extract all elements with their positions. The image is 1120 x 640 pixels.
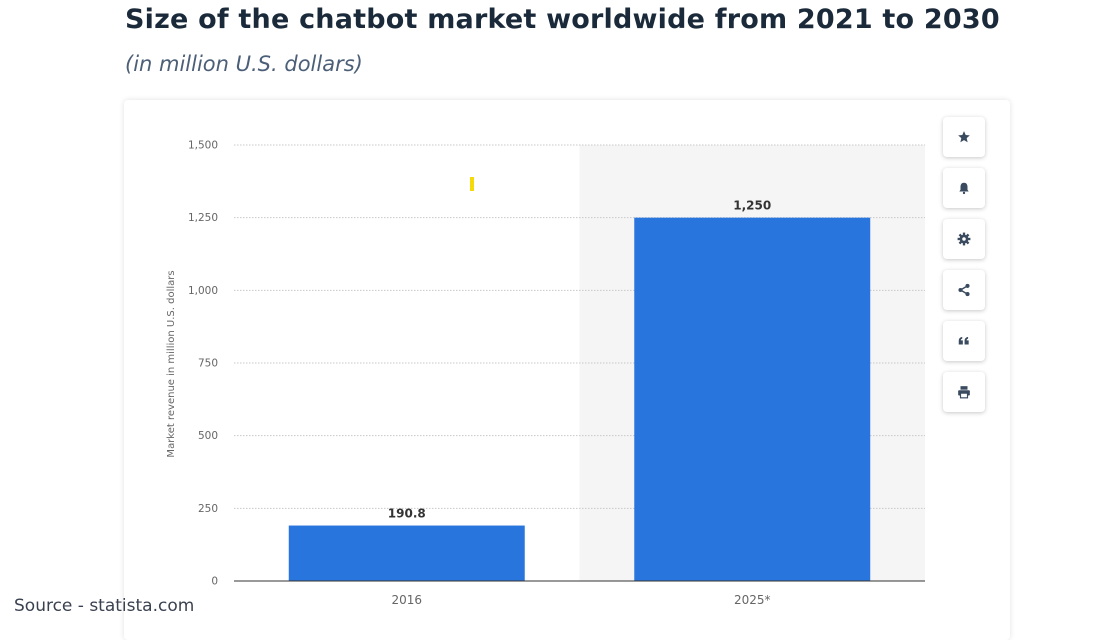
- highlight-marker: [470, 177, 474, 191]
- star-icon: [958, 131, 970, 143]
- share-button[interactable]: [943, 270, 985, 310]
- x-tick-label: 2025*: [734, 593, 771, 607]
- bar[interactable]: [634, 217, 871, 581]
- bar[interactable]: [288, 525, 525, 581]
- citation-button[interactable]: [943, 321, 985, 361]
- y-tick-label: 1,500: [188, 140, 218, 152]
- print-button[interactable]: [943, 372, 985, 412]
- gear-icon: [957, 232, 971, 246]
- share-icon: [958, 283, 970, 297]
- y-tick-label: 500: [198, 430, 218, 442]
- print-icon: [958, 386, 970, 399]
- y-tick-label: 0: [211, 576, 218, 588]
- chart-card: 0 250 500 750 1,000 1,250 1,500 190.8 1,250 201…: [124, 100, 1010, 640]
- y-tick-label: 1,250: [188, 212, 218, 224]
- chart-title: Size of the chatbot market worldwide fro…: [125, 4, 1000, 35]
- source-note: Source - statista.com: [14, 596, 195, 616]
- favorite-button[interactable]: [943, 117, 985, 157]
- bar-value-label: 1,250: [733, 199, 771, 213]
- y-axis-label: Market revenue in million U.S. dollars: [166, 270, 177, 457]
- y-tick-label: 1,000: [188, 285, 218, 297]
- y-tick-label: 750: [198, 358, 218, 370]
- bar-value-label: 190.8: [388, 507, 426, 521]
- quote-icon: [958, 336, 969, 345]
- chart-plot: 0 250 500 750 1,000 1,250 1,500 190.8 1,250 201…: [166, 140, 925, 607]
- notification-button[interactable]: [943, 168, 985, 208]
- y-tick-label: 250: [198, 503, 218, 515]
- chart-subtitle: (in million U.S. dollars): [125, 52, 363, 76]
- bell-icon: [959, 182, 969, 195]
- x-tick-label: 2016: [391, 593, 422, 607]
- settings-button[interactable]: [943, 219, 985, 259]
